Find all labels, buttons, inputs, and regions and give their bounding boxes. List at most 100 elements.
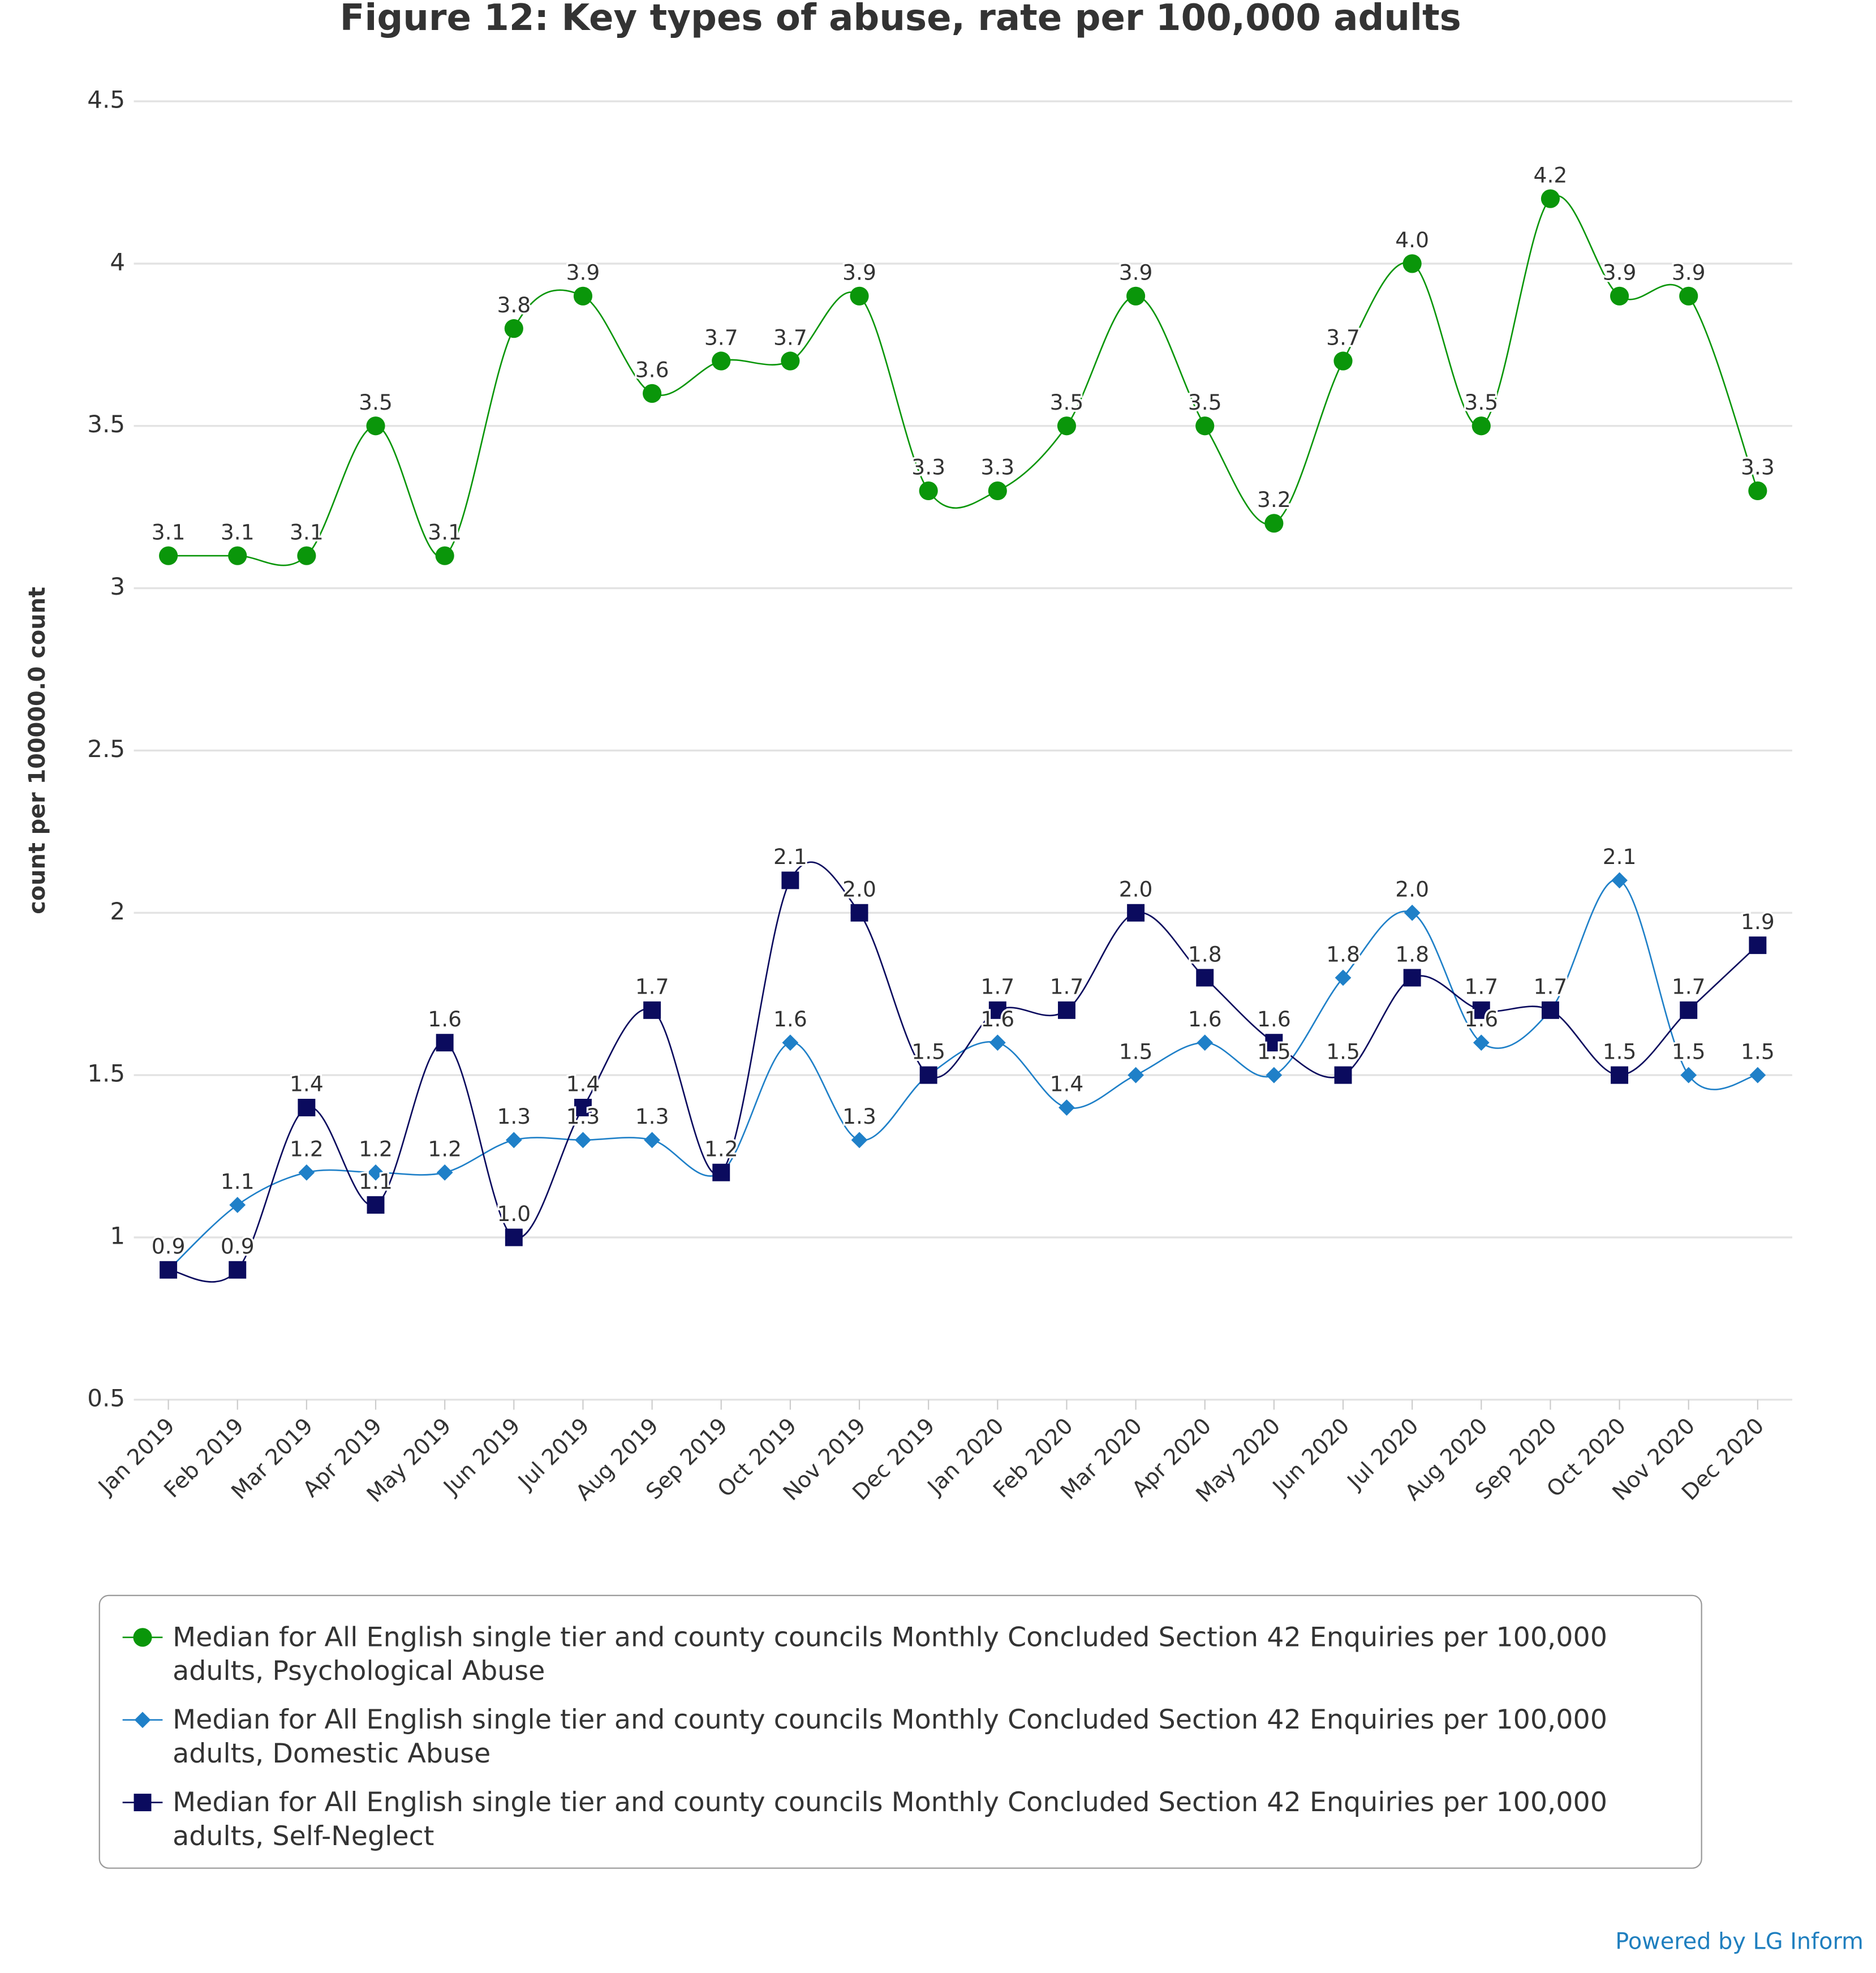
data-label: 1.7 xyxy=(1672,974,1706,999)
data-point xyxy=(712,351,731,371)
data-label: 3.5 xyxy=(1188,390,1222,415)
y-tick-label: 4.5 xyxy=(87,86,125,114)
data-label: 3.9 xyxy=(566,260,600,285)
data-point xyxy=(919,481,938,501)
data-point xyxy=(1402,254,1422,273)
legend-item[interactable]: Median for All English single tier and c… xyxy=(120,1621,1681,1688)
data-label: 1.5 xyxy=(1257,1039,1291,1064)
data-point xyxy=(781,871,799,889)
data-label: 1.4 xyxy=(290,1072,324,1097)
data-point xyxy=(229,1261,247,1279)
data-label: 2.1 xyxy=(1603,844,1637,869)
data-point xyxy=(1196,969,1214,987)
data-point xyxy=(1266,1067,1283,1084)
data-label: 1.5 xyxy=(911,1039,945,1064)
data-point xyxy=(1335,969,1352,986)
y-tick-label: 0.5 xyxy=(87,1384,125,1412)
data-point xyxy=(1403,969,1421,987)
data-point xyxy=(1264,514,1284,533)
data-point xyxy=(644,1132,660,1149)
data-point xyxy=(1748,481,1767,501)
data-label: 1.0 xyxy=(497,1201,531,1226)
data-point xyxy=(1057,416,1077,436)
data-point xyxy=(1472,1001,1490,1019)
data-label: 2.0 xyxy=(842,877,876,902)
data-point xyxy=(505,1132,522,1149)
data-point xyxy=(1611,1066,1629,1084)
data-label: 1.2 xyxy=(704,1136,738,1161)
data-point xyxy=(228,546,247,565)
legend-item[interactable]: Median for All English single tier and c… xyxy=(120,1704,1681,1771)
data-point xyxy=(1334,1066,1352,1084)
data-label: 1.6 xyxy=(1464,1007,1498,1031)
y-tick-label: 4 xyxy=(110,248,125,276)
data-label: 2.1 xyxy=(773,844,807,869)
data-label: 2.0 xyxy=(1395,877,1429,902)
data-point xyxy=(1610,286,1629,306)
data-point xyxy=(1680,1001,1698,1019)
data-point xyxy=(436,1164,453,1181)
data-label: 3.7 xyxy=(1326,325,1360,350)
data-label: 1.7 xyxy=(635,974,669,999)
legend: Median for All English single tier and c… xyxy=(98,1594,1702,1869)
data-label: 3.1 xyxy=(428,519,462,544)
data-point xyxy=(575,1132,591,1149)
data-point xyxy=(988,1001,1006,1019)
data-point xyxy=(1679,286,1698,306)
data-label: 1.3 xyxy=(566,1104,600,1129)
data-label: 0.9 xyxy=(221,1234,255,1259)
data-point xyxy=(1265,1034,1283,1052)
data-label: 1.6 xyxy=(773,1007,807,1031)
data-label: 3.1 xyxy=(221,519,255,544)
data-label: 1.9 xyxy=(1741,909,1775,934)
data-label: 3.5 xyxy=(1464,390,1498,415)
series-line xyxy=(168,861,1758,1283)
data-label: 3.6 xyxy=(635,358,669,382)
data-label: 1.5 xyxy=(1326,1039,1360,1064)
legend-label: Median for All English single tier and c… xyxy=(173,1705,1607,1770)
data-point xyxy=(850,286,869,306)
data-label: 1.4 xyxy=(566,1072,600,1097)
data-label: 1.2 xyxy=(704,1136,738,1161)
data-label: 1.5 xyxy=(1672,1039,1706,1064)
data-point xyxy=(851,1132,868,1149)
credit[interactable]: Powered by LG Inform xyxy=(1615,1928,1864,1955)
data-label: 1.6 xyxy=(1257,1007,1291,1031)
data-label: 1.1 xyxy=(221,1169,255,1194)
legend-marker xyxy=(134,1712,151,1729)
data-label: 1.2 xyxy=(359,1136,393,1161)
data-point xyxy=(298,1164,315,1181)
data-point xyxy=(643,1001,661,1019)
data-point xyxy=(1749,1067,1766,1084)
data-label: 1.8 xyxy=(1326,942,1360,966)
data-point xyxy=(1680,1067,1697,1084)
data-point xyxy=(436,1034,454,1052)
data-point xyxy=(159,546,178,565)
y-tick-label: 2 xyxy=(110,897,125,925)
legend-item[interactable]: Median for All English single tier and c… xyxy=(120,1786,1681,1854)
data-point xyxy=(1128,1067,1144,1084)
data-label: 1.4 xyxy=(1050,1072,1084,1097)
data-label: 2.0 xyxy=(1119,877,1153,902)
data-label: 1.7 xyxy=(1534,974,1568,999)
data-point xyxy=(297,546,316,565)
data-label: 1.3 xyxy=(497,1104,531,1129)
data-label: 1.2 xyxy=(290,1136,324,1161)
data-label: 1.7 xyxy=(980,974,1014,999)
data-point xyxy=(1333,351,1353,371)
data-point xyxy=(989,1034,1006,1051)
data-label: 4.2 xyxy=(1534,162,1568,187)
data-point xyxy=(367,1164,384,1181)
data-point xyxy=(1749,936,1767,955)
data-label: 3.9 xyxy=(1672,260,1706,285)
legend-symbol xyxy=(122,1628,163,1647)
data-point xyxy=(574,1098,592,1116)
data-point xyxy=(573,286,593,306)
data-label: 1.3 xyxy=(635,1104,669,1129)
data-label: 3.1 xyxy=(290,519,324,544)
data-label: 3.5 xyxy=(359,390,393,415)
data-label: 3.7 xyxy=(773,325,807,350)
data-point xyxy=(505,1228,523,1246)
